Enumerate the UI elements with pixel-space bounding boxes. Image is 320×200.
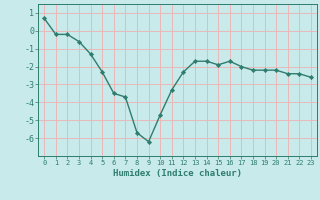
X-axis label: Humidex (Indice chaleur): Humidex (Indice chaleur) xyxy=(113,169,242,178)
